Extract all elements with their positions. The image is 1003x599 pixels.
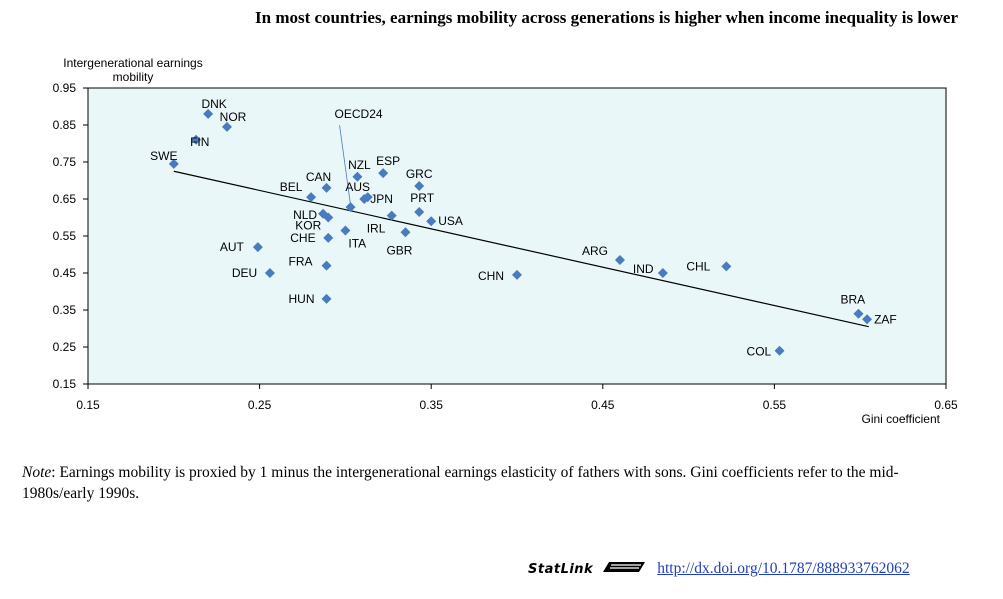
y-axis-title: Intergenerational earnings mobility xyxy=(63,56,202,84)
data-point-label: IND xyxy=(633,262,654,276)
plot-area xyxy=(87,87,947,385)
data-point-label: COL xyxy=(747,345,772,359)
data-point xyxy=(191,134,202,145)
trend-line xyxy=(173,170,869,328)
oecd24-leader-line xyxy=(339,125,351,206)
data-point xyxy=(203,108,214,119)
statlink-bar: StatLink http://dx.doi.org/10.1787/88893… xyxy=(528,558,910,580)
data-point xyxy=(614,255,625,266)
data-point xyxy=(862,314,873,325)
data-point xyxy=(306,192,317,203)
y-tick-label: 0.95 xyxy=(53,81,77,95)
data-point xyxy=(774,345,785,356)
y-tick-label: 0.65 xyxy=(53,192,77,206)
data-point xyxy=(721,261,732,272)
data-point-label: ARG xyxy=(582,244,608,258)
data-point-label: DEU xyxy=(232,266,257,280)
statlink-label: StatLink xyxy=(528,561,594,577)
data-point-label: FIN xyxy=(190,135,209,149)
statlink-logo-icon xyxy=(601,560,647,579)
data-point-label: PRT xyxy=(410,191,434,205)
data-point xyxy=(321,182,332,193)
data-point-label: NOR xyxy=(220,110,247,124)
chart-note: Note: Earnings mobility is proxied by 1 … xyxy=(22,462,967,504)
data-point xyxy=(426,216,437,227)
data-point xyxy=(400,227,411,238)
data-point-label: OECD24 xyxy=(335,107,383,121)
data-point xyxy=(323,212,334,223)
note-label: Note xyxy=(22,464,52,481)
data-point-label: ESP xyxy=(376,154,400,168)
statlink-url-link[interactable]: http://dx.doi.org/10.1787/888933762062 xyxy=(657,560,910,577)
data-point xyxy=(657,268,668,278)
data-point-label: JPN xyxy=(370,192,393,206)
x-tick-label: 0.35 xyxy=(420,398,444,412)
data-point-label: GRC xyxy=(406,167,433,181)
data-point-label: AUT xyxy=(220,240,245,254)
data-point-label: AUS xyxy=(345,180,370,194)
data-point-label: ITA xyxy=(348,236,366,250)
data-point-label: SWE xyxy=(150,149,177,163)
data-point-label: GBR xyxy=(386,243,412,257)
data-point-label: IRL xyxy=(367,222,386,236)
data-point-label: KOR xyxy=(295,219,321,233)
data-point-label: CAN xyxy=(306,170,331,184)
data-point-label: ZAF xyxy=(874,312,897,326)
data-point-label: NLD xyxy=(293,208,317,222)
y-tick-label: 0.75 xyxy=(53,155,77,169)
data-point xyxy=(340,225,351,236)
data-point xyxy=(853,308,864,319)
data-point xyxy=(359,194,370,204)
data-point xyxy=(345,202,356,213)
data-point-label: HUN xyxy=(289,292,315,306)
x-axis-title: Gini coefficient xyxy=(862,412,941,426)
y-tick-label: 0.15 xyxy=(53,377,77,391)
data-point xyxy=(221,121,232,132)
data-point-label: BRA xyxy=(840,293,865,307)
data-point xyxy=(321,260,332,271)
y-tick-label: 0.55 xyxy=(53,229,77,243)
note-text: : Earnings mobility is proxied by 1 minu… xyxy=(22,464,899,502)
data-point xyxy=(414,181,425,192)
x-tick-label: 0.45 xyxy=(591,398,615,412)
data-point xyxy=(252,242,263,253)
data-point-label: DNK xyxy=(201,97,226,111)
data-point-label: CHE xyxy=(290,231,315,245)
data-point xyxy=(378,168,389,179)
x-tick-label: 0.25 xyxy=(248,398,272,412)
data-point xyxy=(414,206,425,217)
data-point-label: CHL xyxy=(686,259,710,273)
y-tick-label: 0.85 xyxy=(53,118,77,132)
data-point xyxy=(321,293,332,304)
y-tick-label: 0.25 xyxy=(53,340,77,354)
data-point-label: NZL xyxy=(348,158,371,172)
data-point-label: FRA xyxy=(289,255,313,269)
x-tick-label: 0.65 xyxy=(934,398,958,412)
data-point xyxy=(264,268,275,278)
chart-title: In most countries, earnings mobility acr… xyxy=(255,8,958,27)
data-point xyxy=(386,210,397,221)
data-point xyxy=(323,232,334,243)
data-point-label: USA xyxy=(438,214,463,228)
x-tick-label: 0.15 xyxy=(76,398,100,412)
data-point-label: BEL xyxy=(280,180,303,194)
y-tick-label: 0.45 xyxy=(53,266,77,280)
y-tick-label: 0.35 xyxy=(53,303,77,317)
data-point xyxy=(168,158,179,169)
data-point xyxy=(352,171,363,182)
x-tick-label: 0.55 xyxy=(763,398,787,412)
data-point-label: CHN xyxy=(478,269,504,283)
data-point xyxy=(512,269,522,280)
